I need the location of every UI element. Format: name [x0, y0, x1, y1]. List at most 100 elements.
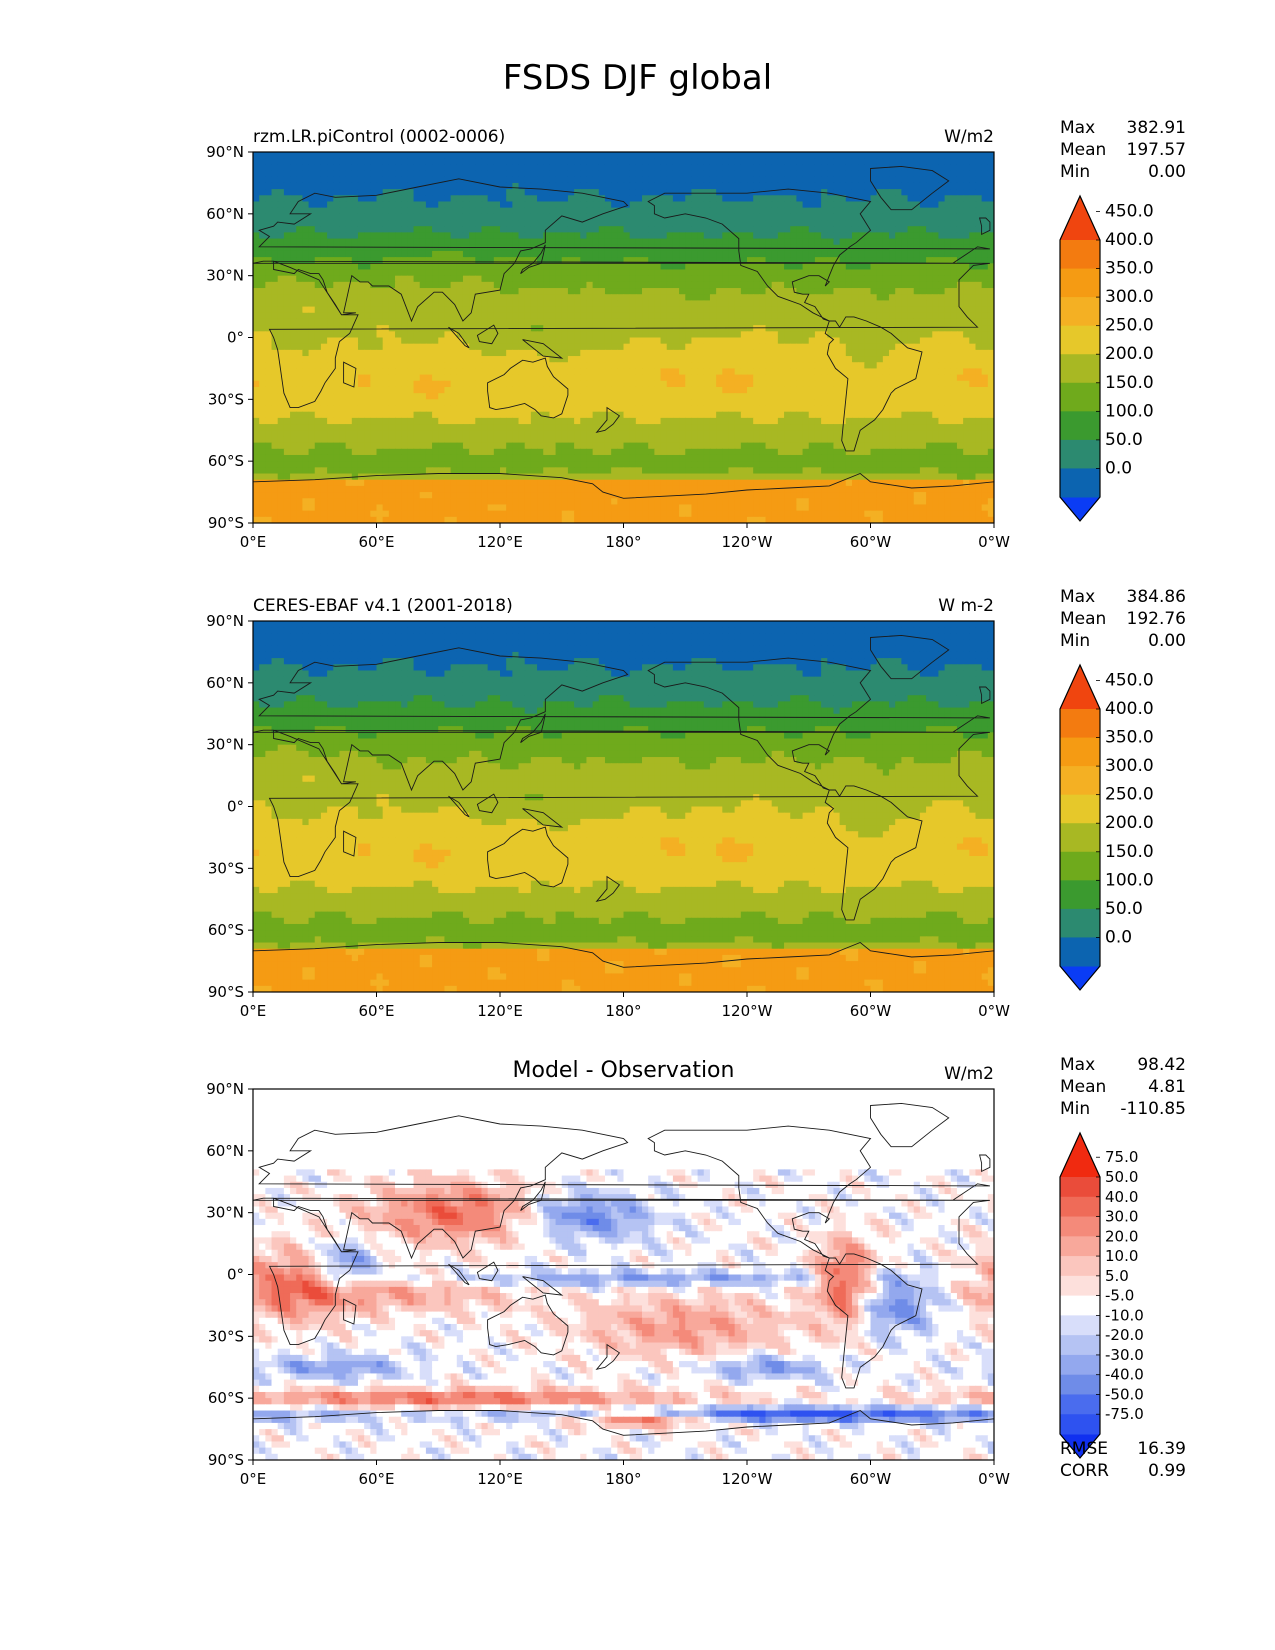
field-cell [574, 318, 581, 326]
field-cell [882, 176, 890, 184]
field-cell [814, 201, 822, 209]
field-cell [975, 201, 983, 209]
field-cell [802, 213, 810, 221]
field-cell [604, 349, 612, 357]
field-cell [635, 393, 643, 400]
field-cell [388, 152, 396, 159]
field-cell [666, 399, 674, 407]
field-cell [333, 399, 341, 407]
field-cell [858, 356, 865, 363]
field-cell [932, 226, 940, 233]
field-cell [981, 386, 989, 394]
field-cell [524, 250, 532, 258]
field-cell [419, 201, 427, 209]
field-cell [623, 362, 631, 370]
field-cell [901, 244, 909, 252]
field-cell [296, 288, 303, 295]
field-cell [623, 152, 631, 159]
field-cell [623, 275, 631, 283]
field-cell [370, 393, 378, 400]
field-cell [919, 158, 927, 165]
field-cell [771, 164, 779, 172]
field-cell [308, 257, 316, 264]
field-cell [882, 226, 890, 233]
field-cell [944, 362, 952, 370]
field-cell [753, 288, 760, 295]
field-cell [537, 343, 544, 351]
field-cell [938, 331, 946, 339]
field-cell [327, 349, 334, 357]
field-cell [592, 207, 600, 215]
field-cell [876, 152, 884, 159]
field-cell [845, 201, 853, 209]
field-cell [549, 238, 557, 246]
field-cell [969, 288, 977, 295]
field-cell [432, 281, 439, 289]
field-cell [592, 226, 600, 233]
field-cell [802, 238, 810, 246]
field-cell [524, 269, 532, 277]
field-cell [950, 158, 958, 165]
field-cell [876, 158, 884, 165]
field-cell [944, 213, 952, 221]
field-cell [438, 238, 446, 246]
field-cell [395, 343, 402, 351]
field-cell [438, 405, 446, 413]
field-cell [444, 362, 452, 370]
field-cell [858, 337, 865, 345]
field-cell [469, 300, 476, 308]
field-cell [283, 164, 291, 172]
field-cell [604, 152, 612, 159]
field-cell [456, 393, 464, 400]
field-cell [512, 386, 520, 394]
field-cell [438, 195, 446, 203]
field-cell [283, 399, 291, 407]
field-cell [530, 182, 538, 190]
field-cell [839, 325, 847, 332]
field-cell [642, 288, 649, 295]
field-cell [524, 220, 532, 227]
field-cell [697, 257, 705, 264]
field-cell [543, 337, 550, 345]
field-cell [549, 170, 557, 178]
field-cell [709, 195, 717, 203]
field-cell [808, 374, 816, 382]
field-cell [296, 349, 303, 357]
field-cell [944, 195, 952, 203]
field-cell [407, 337, 415, 345]
field-cell [425, 164, 433, 172]
field-cell [882, 337, 890, 345]
field-cell [753, 250, 760, 258]
field-cell [574, 362, 581, 370]
field-cell [784, 312, 791, 320]
field-cell [500, 380, 507, 388]
field-cell [913, 164, 921, 172]
field-cell [703, 226, 711, 233]
field-cell [487, 170, 495, 178]
field-cell [654, 220, 662, 227]
field-cell [790, 386, 797, 394]
field-cell [271, 244, 279, 252]
field-cell [327, 281, 334, 289]
field-cell [370, 331, 378, 339]
field-cell [821, 176, 828, 184]
field-cell [345, 380, 353, 388]
field-cell [777, 374, 785, 382]
field-cell [413, 349, 421, 357]
field-cell [345, 207, 353, 215]
field-cell [759, 399, 767, 407]
field-cell [500, 232, 507, 240]
field-cell [950, 226, 958, 233]
field-cell [320, 337, 328, 345]
field-cell [685, 399, 693, 407]
field-cell [981, 250, 989, 258]
field-cell [598, 337, 606, 345]
field-cell [870, 288, 878, 295]
field-cell [487, 349, 495, 357]
field-cell [679, 238, 686, 246]
field-cell [864, 275, 872, 283]
field-cell [685, 281, 693, 289]
field-cell [802, 232, 810, 240]
field-cell [734, 238, 742, 246]
field-cell [580, 152, 588, 159]
